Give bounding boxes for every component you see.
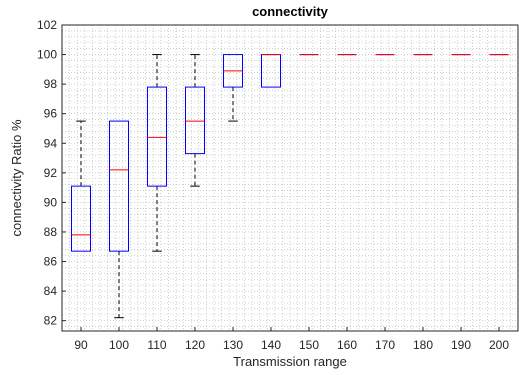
x-tick-labels: 90 100 110 120 130 140 150 160 170 180 190 200 <box>74 327 509 352</box>
chart-title: connectivity <box>252 4 329 19</box>
box-120 <box>185 54 205 187</box>
x-tick-label: 150 <box>299 338 319 352</box>
y-tick-label: 96 <box>44 107 58 121</box>
box-140 <box>261 54 281 88</box>
box-100 <box>109 120 129 319</box>
box-iqr <box>185 86 205 155</box>
y-tick-label: 82 <box>44 314 58 328</box>
x-tick-label: 100 <box>109 338 129 352</box>
x-tick-label: 200 <box>489 338 509 352</box>
y-tick-labels: 82 84 86 88 90 92 94 96 98 100 102 <box>37 18 66 328</box>
y-axis-label: connectivity Ratio % <box>9 119 24 236</box>
x-tick-label: 90 <box>74 338 88 352</box>
boxes <box>71 54 509 319</box>
grid <box>62 25 518 331</box>
y-tick-label: 90 <box>44 195 58 209</box>
x-tick-label: 170 <box>375 338 395 352</box>
box-90 <box>71 120 91 252</box>
y-tick-label: 102 <box>37 18 57 32</box>
y-tick-label: 92 <box>44 166 58 180</box>
y-tick-label: 86 <box>44 255 58 269</box>
y-tick-label: 94 <box>44 136 58 150</box>
x-tick-label: 160 <box>337 338 357 352</box>
x-tick-label: 130 <box>223 338 243 352</box>
x-tick-label: 140 <box>261 338 281 352</box>
x-axis-label: Transmission range <box>233 354 347 369</box>
x-tick-label: 180 <box>413 338 433 352</box>
x-tick-label: 110 <box>147 338 166 352</box>
box-iqr <box>147 86 167 187</box>
box-iqr <box>71 185 91 252</box>
y-tick-label: 88 <box>44 225 58 239</box>
y-tick-label: 100 <box>37 48 57 62</box>
box-iqr <box>261 54 281 88</box>
y-tick-label: 84 <box>44 284 58 298</box>
y-tick-label: 98 <box>44 77 58 91</box>
box-110 <box>147 54 167 252</box>
box-iqr <box>109 120 129 252</box>
box-130 <box>223 54 243 122</box>
x-tick-label: 190 <box>451 338 471 352</box>
plot-frame <box>61 24 519 332</box>
x-tick-label: 120 <box>185 338 205 352</box>
